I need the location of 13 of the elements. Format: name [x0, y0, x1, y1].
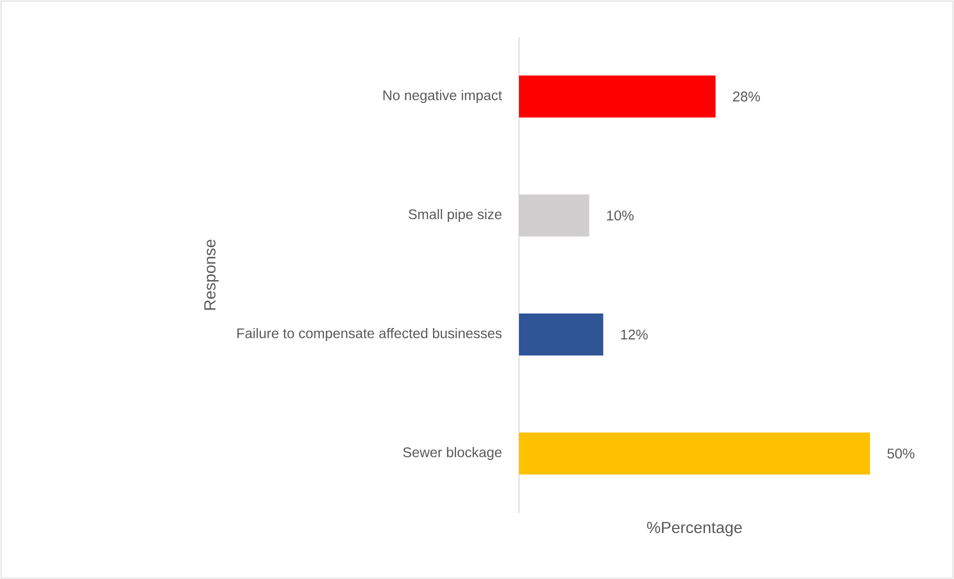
y-tick-label: Sewer blockage [403, 446, 502, 460]
y-tick-label: Small pipe size [408, 208, 502, 222]
bar [519, 432, 870, 475]
data-label: 28% [733, 92, 760, 102]
bar [519, 76, 716, 118]
bar [519, 314, 604, 356]
data-label: 10% [607, 210, 634, 220]
y-tick-label: Failure to compensate affected businesses [237, 328, 502, 342]
y-tick-label: No negative impact [383, 90, 502, 104]
y-axis-title: Response [204, 240, 219, 310]
x-axis-title: %Percentage [647, 522, 742, 536]
data-label: 50% [887, 448, 914, 458]
data-label: 12% [621, 330, 648, 340]
